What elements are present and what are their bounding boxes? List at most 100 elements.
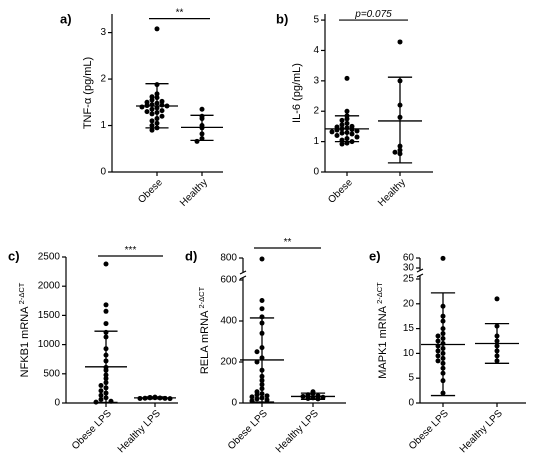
y-tick-label: 3 xyxy=(100,27,106,38)
panel-letter: d) xyxy=(185,249,197,264)
y-tick-label: 1 xyxy=(313,136,319,147)
data-point xyxy=(159,113,165,119)
data-point xyxy=(159,108,165,114)
x-category-label: Healthy LPS xyxy=(116,408,163,455)
y-tick-label: 30 xyxy=(403,263,415,274)
y-tick-label: 60 xyxy=(403,253,415,264)
y-axis-title: IL-6 (pg/mL) xyxy=(291,63,303,123)
y-tick-label: 2 xyxy=(313,106,319,117)
x-category-label: Healthy xyxy=(376,177,408,209)
y-tick-label: 5 xyxy=(408,373,414,384)
significance-label: ** xyxy=(284,237,292,248)
y-tick-label: 0 xyxy=(231,398,237,409)
y-axis-label-text: NFKB1 mRNA xyxy=(19,306,31,378)
data-point xyxy=(249,394,255,400)
y-axis-title: MAPK1 mRNA 2-ΔCT xyxy=(375,282,390,379)
data-point xyxy=(494,296,500,302)
data-point xyxy=(349,131,355,137)
y-tick-label: 2500 xyxy=(38,252,61,263)
y-tick-label: 1 xyxy=(100,120,106,131)
y-tick-label: 1500 xyxy=(38,310,61,321)
panel-a: a) 0 1 2 3 TNF-α (pg/mL) Obese Healthy ** xyxy=(60,8,223,209)
y-axis-title: RELA mRNA 2-ΔCT xyxy=(197,286,212,374)
group-obese: Obese xyxy=(325,75,369,206)
y-tick-label: 0 xyxy=(54,398,60,409)
data-point xyxy=(149,118,155,124)
y-tick-label: 5 xyxy=(313,15,319,26)
y-axis-label: RELA mRNA 2-ΔCT xyxy=(197,286,212,374)
x-category-label: Obese xyxy=(136,177,165,206)
data-point xyxy=(159,102,165,108)
data-point xyxy=(354,128,360,134)
group-healthy: Healthy xyxy=(178,106,223,209)
group-obese: Obese xyxy=(136,26,178,206)
data-point xyxy=(259,256,265,262)
significance-label: ** xyxy=(176,8,184,19)
y-tick-label: 0 xyxy=(313,167,319,178)
y-tick-label: 800 xyxy=(220,253,237,264)
significance-label: *** xyxy=(125,245,137,256)
y-tick-label: 3 xyxy=(313,75,319,86)
data-point xyxy=(249,398,255,404)
panel-letter: b) xyxy=(276,12,288,27)
data-point xyxy=(392,149,398,155)
y-tick-label: 2000 xyxy=(38,281,61,292)
data-point xyxy=(334,133,340,139)
y-axis-title: TNF-α (pg/mL) xyxy=(82,57,94,129)
group-healthy: Healthy xyxy=(376,39,422,209)
data-point xyxy=(98,382,104,388)
y-axis-label-superscript: 2-ΔCT xyxy=(197,286,206,310)
data-point xyxy=(344,75,350,81)
data-point xyxy=(259,306,265,312)
data-point xyxy=(397,39,403,45)
data-point xyxy=(144,109,150,115)
data-point xyxy=(149,97,155,103)
group-healthy-lps: Healthy LPS xyxy=(458,296,519,455)
y-tick-label: 4 xyxy=(313,45,319,56)
data-point xyxy=(98,396,104,402)
panel-c: c) 0 500 1000 1500 2000 2500 NFKB1 mRNA 2-ΔCT Ob… xyxy=(8,245,178,455)
data-point xyxy=(167,396,173,402)
data-point xyxy=(339,141,345,147)
data-point xyxy=(254,359,260,365)
group-obese-lps: Obese LPS xyxy=(70,261,127,452)
y-axis-label-superscript: 2-ΔCT xyxy=(375,282,384,306)
y-axis-label-text: TNF-α (pg/mL) xyxy=(82,57,94,129)
data-point xyxy=(194,138,200,144)
data-point xyxy=(149,127,155,133)
y-axis-label-text: RELA mRNA xyxy=(199,310,211,374)
y-tick-label: 200 xyxy=(220,357,237,368)
y-axis-title: NFKB1 mRNA 2-ΔCT xyxy=(17,282,32,377)
data-point xyxy=(440,255,446,261)
y-axis-label: IL-6 (pg/mL) xyxy=(291,63,303,123)
data-point xyxy=(139,104,145,110)
y-tick-label: 20 xyxy=(403,298,415,309)
data-point xyxy=(339,122,345,128)
data-point xyxy=(259,298,265,303)
axis-break-mark xyxy=(416,268,424,273)
y-axis-label-text: IL-6 (pg/mL) xyxy=(291,63,303,123)
data-point xyxy=(154,26,160,32)
data-point xyxy=(264,397,270,403)
y-tick-label: 10 xyxy=(403,348,415,359)
group-healthy-lps: Healthy LPS xyxy=(116,394,176,455)
data-point xyxy=(339,117,345,123)
x-category-label: Healthy LPS xyxy=(274,408,321,455)
panel-d: d) 0 200 400 600 800 RELA mRNA 2-ΔCT Obese LPS H… xyxy=(185,237,346,455)
panel-b: b) 0 1 2 3 4 5 IL-6 (pg/mL) Obese Healthy p=0.075 xyxy=(276,9,433,209)
x-category-label: Healthy xyxy=(178,177,210,209)
data-point xyxy=(98,392,104,398)
x-category-label: Obese LPS xyxy=(407,408,451,452)
data-point xyxy=(103,321,109,327)
data-point xyxy=(149,106,155,112)
y-axis-label-text: MAPK1 mRNA xyxy=(377,305,389,378)
y-tick-label: 600 xyxy=(220,275,237,286)
data-point xyxy=(339,130,345,136)
data-point xyxy=(254,396,260,402)
data-point xyxy=(98,388,104,394)
x-category-label: Obese LPS xyxy=(70,408,114,452)
x-category-label: Healthy LPS xyxy=(458,408,505,455)
axis-break-mark xyxy=(239,270,247,275)
data-point xyxy=(149,111,155,117)
